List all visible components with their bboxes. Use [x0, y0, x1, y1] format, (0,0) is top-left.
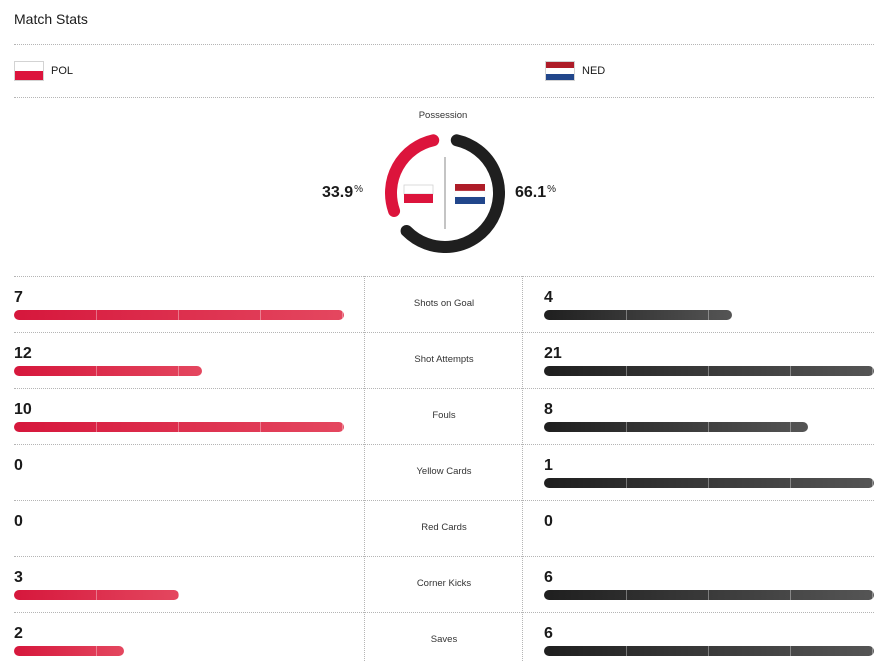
bar-segment-tick	[790, 590, 791, 600]
away-stat-value: 6	[544, 625, 553, 642]
stat-row: 12 Shot Attempts 21	[14, 332, 874, 388]
stat-label: Shot Attempts	[414, 354, 474, 365]
home-stat-value: 3	[14, 569, 23, 586]
stat-label: Red Cards	[421, 522, 467, 533]
away-stat-value: 8	[544, 401, 553, 418]
bar-segment-tick	[872, 478, 873, 488]
divider	[14, 44, 874, 45]
home-stat-value: 7	[14, 289, 23, 306]
bar-segment-tick	[708, 590, 709, 600]
bar-segment-tick	[708, 646, 709, 656]
away-stat-value: 21	[544, 345, 562, 362]
bar-segment-tick	[708, 366, 709, 376]
bar-segment-tick	[260, 422, 261, 432]
bar-segment-tick	[872, 590, 873, 600]
divider	[14, 500, 874, 501]
poland-flag-icon	[14, 61, 44, 81]
away-stat-bar	[544, 590, 874, 600]
bar-segment-tick	[178, 422, 179, 432]
bar-segment-tick	[96, 422, 97, 432]
bar-segment-tick	[790, 422, 791, 432]
netherlands-flag-icon	[545, 61, 575, 81]
home-stat-bar	[14, 310, 344, 320]
bar-segment-tick	[626, 590, 627, 600]
bar-segment-tick	[626, 478, 627, 488]
divider	[14, 444, 874, 445]
bar-segment-tick	[342, 422, 343, 432]
column-divider	[364, 276, 365, 661]
away-possession-value: 66.1%	[515, 184, 557, 201]
away-stat-value: 6	[544, 569, 553, 586]
bar-segment-tick	[872, 366, 873, 376]
possession-label: Possession	[418, 110, 468, 121]
bar-segment-tick	[178, 310, 179, 320]
home-stat-value: 10	[14, 401, 32, 418]
stat-row: 3 Corner Kicks 6	[14, 556, 874, 612]
divider	[14, 612, 874, 613]
away-possession-arc	[400, 134, 505, 253]
bar-segment-tick	[342, 310, 343, 320]
possession-donut-chart	[385, 134, 505, 253]
away-stat-bar	[544, 646, 874, 656]
divider	[14, 556, 874, 557]
home-team-abbr: POL	[51, 65, 74, 77]
bar-segment-tick	[790, 366, 791, 376]
home-stat-bar	[14, 422, 344, 432]
bar-segment-tick	[626, 310, 627, 320]
away-stat-value: 4	[544, 289, 553, 306]
away-stat-bar	[544, 478, 874, 488]
home-stat-bar	[14, 646, 124, 656]
stat-label: Shots on Goal	[413, 298, 475, 309]
away-stat-value: 0	[544, 513, 553, 530]
stat-label: Saves	[430, 634, 458, 645]
home-stat-value: 0	[14, 457, 23, 474]
stat-label: Yellow Cards	[416, 466, 472, 477]
divider	[14, 97, 874, 98]
bar-segment-tick	[708, 422, 709, 432]
home-stat-value: 0	[14, 513, 23, 530]
bar-segment-tick	[626, 646, 627, 656]
stat-row: 10 Fouls 8	[14, 388, 874, 444]
divider	[14, 388, 874, 389]
stat-label: Fouls	[432, 410, 456, 421]
poland-flag-icon	[403, 184, 434, 203]
stat-row: 0 Red Cards 0	[14, 500, 874, 556]
home-team: POL	[14, 61, 73, 81]
bar-segment-tick	[96, 366, 97, 376]
divider	[14, 332, 874, 333]
bar-segment-tick	[872, 646, 873, 656]
home-possession-arc	[385, 134, 440, 217]
stat-row: 2 Saves 6	[14, 612, 874, 668]
bar-segment-tick	[260, 310, 261, 320]
bar-segment-tick	[708, 478, 709, 488]
away-team: NED	[545, 61, 605, 81]
home-stat-bar	[14, 590, 179, 600]
bar-segment-tick	[626, 422, 627, 432]
home-stat-value: 2	[14, 625, 23, 642]
bar-segment-tick	[96, 590, 97, 600]
bar-segment-tick	[178, 366, 179, 376]
bar-segment-tick	[708, 310, 709, 320]
bar-segment-tick	[178, 590, 179, 600]
bar-segment-tick	[96, 646, 97, 656]
bar-segment-tick	[96, 310, 97, 320]
home-stat-value: 12	[14, 345, 32, 362]
divider	[14, 276, 874, 277]
page-title: Match Stats	[14, 11, 88, 27]
netherlands-flag-icon	[454, 184, 486, 204]
away-stat-bar	[544, 422, 808, 432]
away-stat-bar	[544, 310, 732, 320]
stat-row: 0 Yellow Cards 1	[14, 444, 874, 500]
bar-segment-tick	[790, 646, 791, 656]
stat-row: 7 Shots on Goal 4	[14, 276, 874, 332]
column-divider	[522, 276, 523, 661]
away-stat-bar	[544, 366, 874, 376]
away-stat-value: 1	[544, 457, 553, 474]
bar-segment-tick	[790, 478, 791, 488]
away-team-abbr: NED	[582, 65, 606, 77]
home-stat-bar	[14, 366, 202, 376]
home-possession-value: 33.9%	[322, 184, 364, 201]
stat-label: Corner Kicks	[416, 578, 472, 589]
bar-segment-tick	[626, 366, 627, 376]
